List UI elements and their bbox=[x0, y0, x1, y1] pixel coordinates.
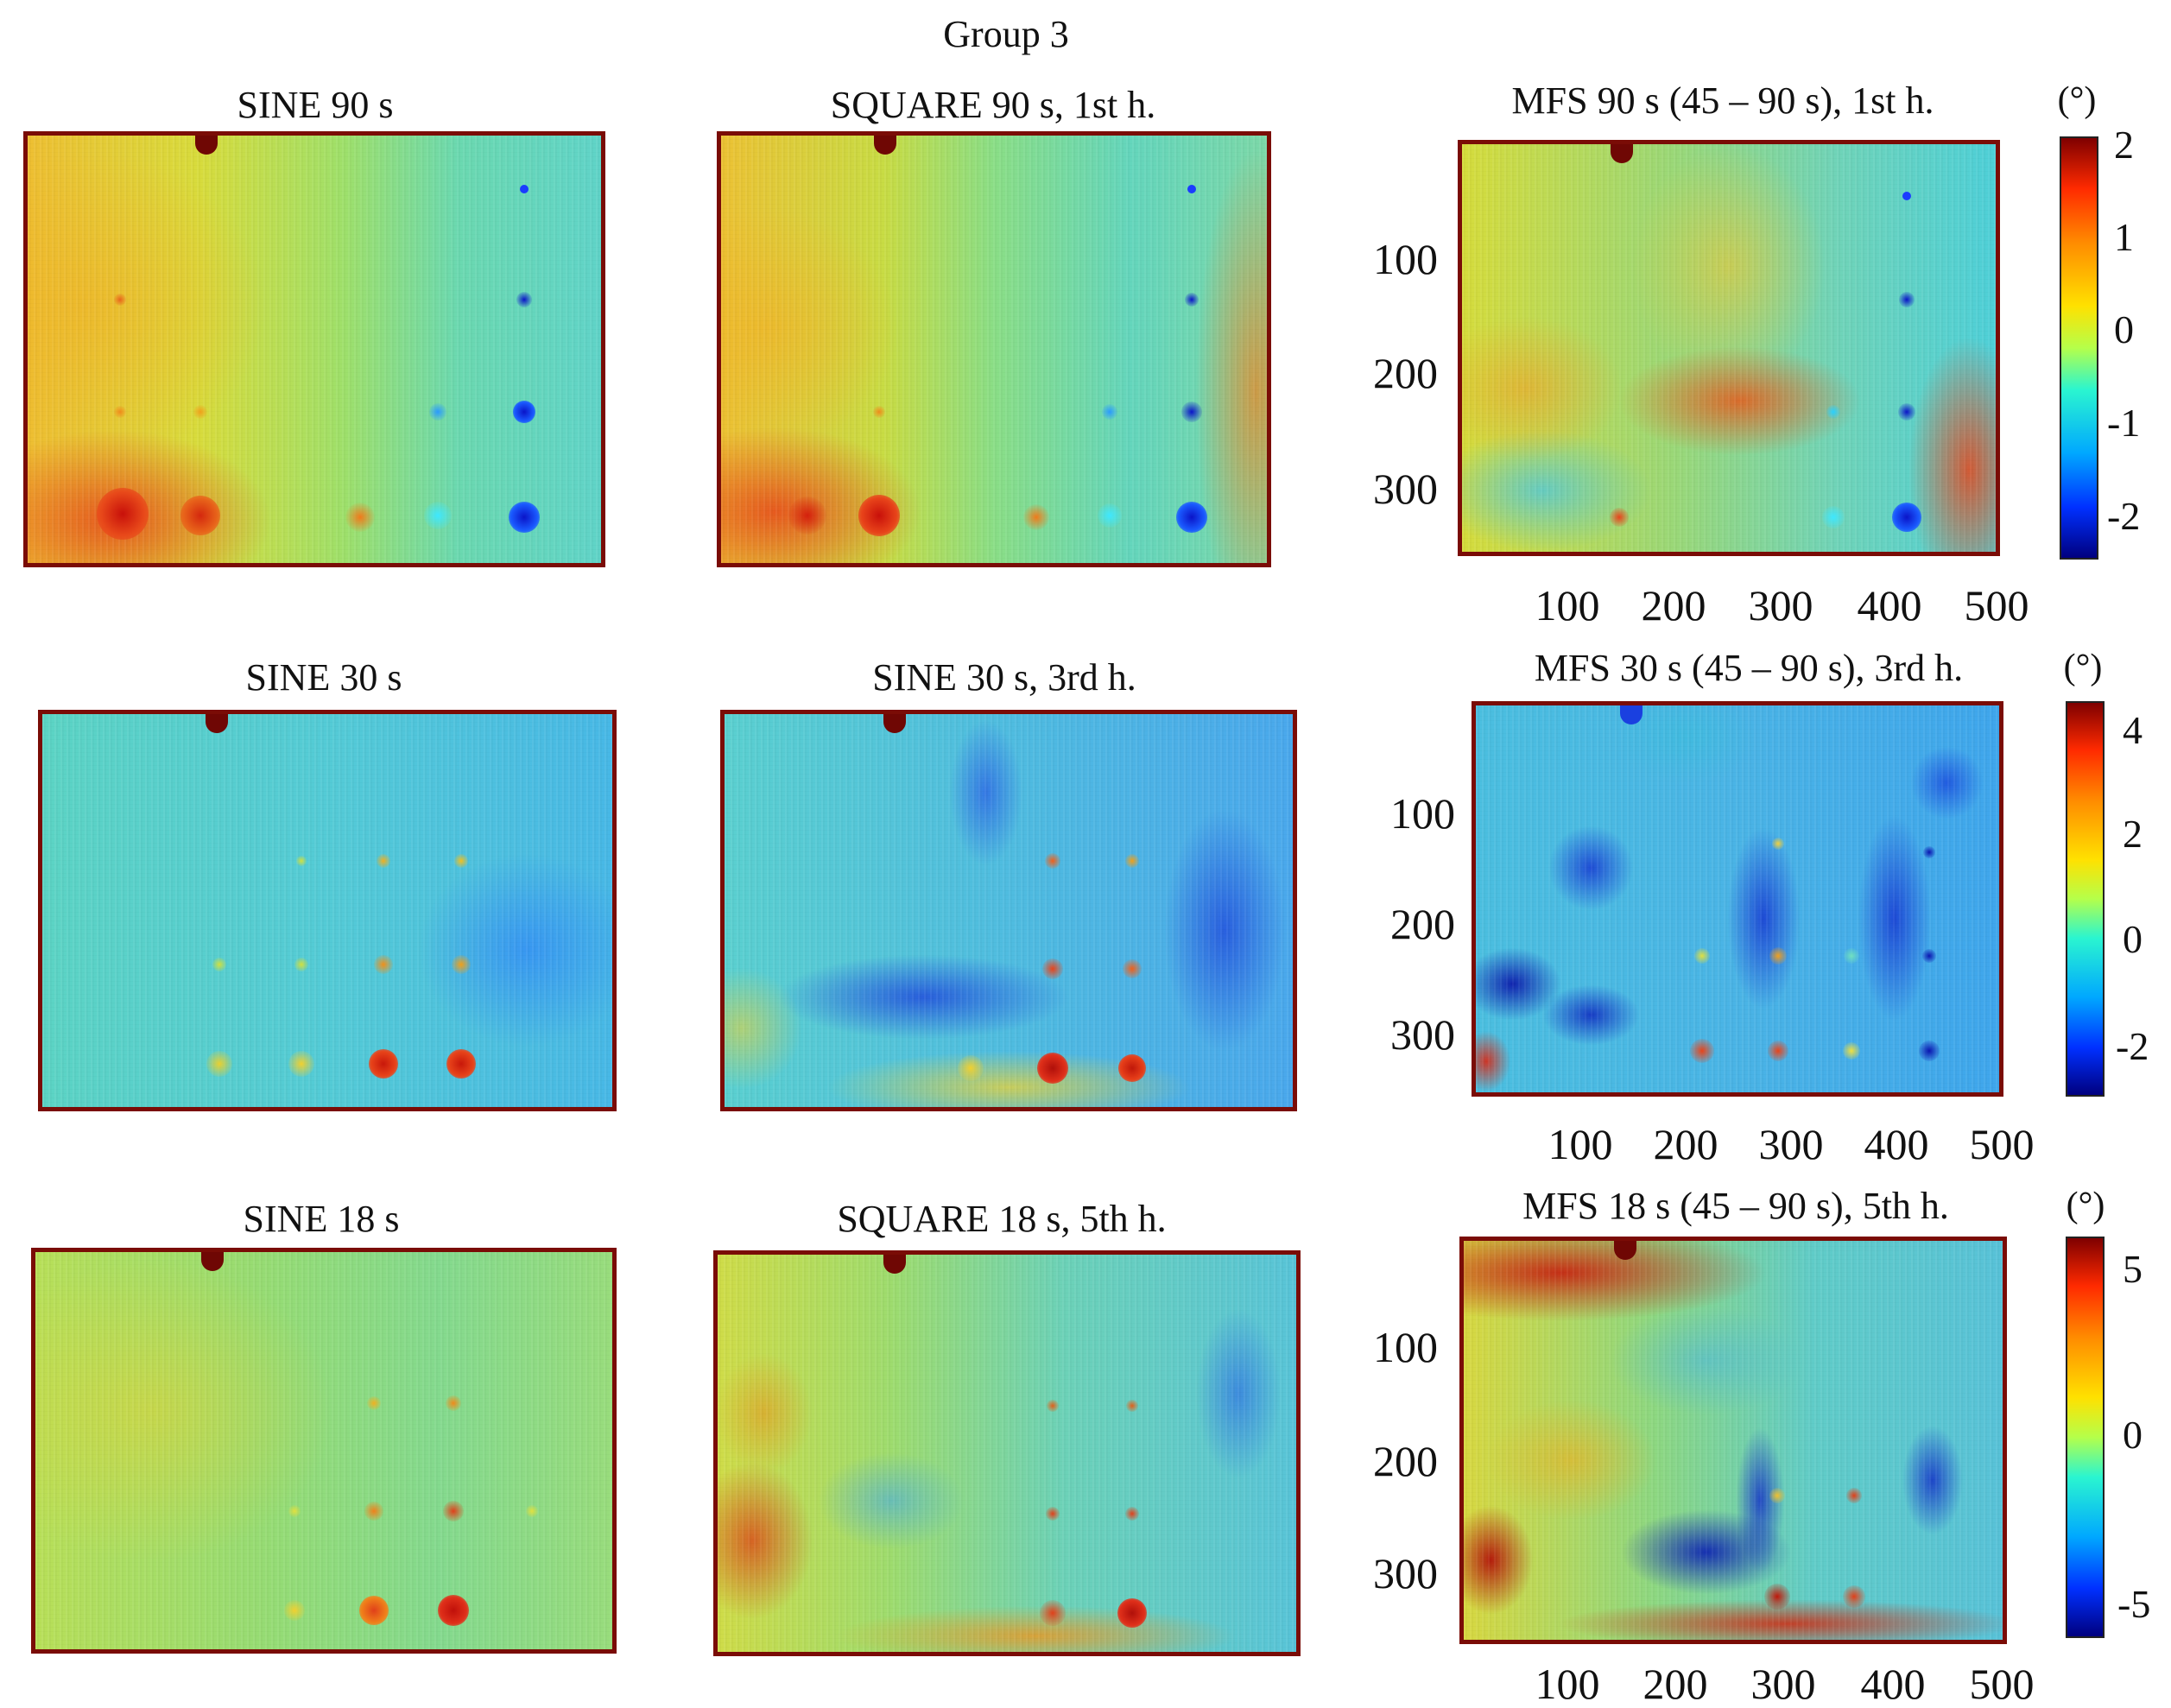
x-tick-r2-100: 100 bbox=[1548, 1120, 1613, 1168]
panel-title-sine-30-3rd: SINE 30 s, 3rd h. bbox=[872, 656, 1136, 699]
colorbar-1-tick-0: 0 bbox=[2114, 307, 2134, 351]
y-tick-r2-300: 300 bbox=[1390, 1010, 1455, 1059]
thermal-map-sine-30 bbox=[38, 710, 617, 1111]
colorbar-2-tick-neg2: -2 bbox=[2116, 1024, 2149, 1068]
thermal-map-sine-90 bbox=[23, 131, 605, 567]
panel-title-square-90: SQUARE 90 s, 1st h. bbox=[830, 84, 1156, 126]
colorbar-2 bbox=[2066, 701, 2105, 1097]
panel-title-mfs-90: MFS 90 s (45 – 90 s), 1st h. bbox=[1511, 79, 1934, 122]
x-tick-r3-100: 100 bbox=[1535, 1660, 1600, 1708]
colorbar-1 bbox=[2060, 136, 2098, 560]
colorbar-3-unit: (°) bbox=[2066, 1186, 2105, 1225]
figure-title: Group 3 bbox=[943, 13, 1069, 55]
y-tick-r3-300: 300 bbox=[1373, 1549, 1438, 1597]
colorbar-3 bbox=[2066, 1237, 2105, 1638]
thermal-map-square-18 bbox=[713, 1250, 1301, 1656]
y-tick-r1-300: 300 bbox=[1373, 465, 1438, 513]
colorbar-1-unit: (°) bbox=[2057, 80, 2097, 120]
thermal-map-mfs-90 bbox=[1458, 140, 2000, 556]
colorbar-2-unit: (°) bbox=[2063, 648, 2103, 687]
y-tick-r2-200: 200 bbox=[1390, 900, 1455, 948]
y-tick-r3-200: 200 bbox=[1373, 1437, 1438, 1485]
panel-title-sine-30: SINE 30 s bbox=[245, 656, 402, 699]
colorbar-2-tick-0: 0 bbox=[2123, 917, 2143, 961]
x-tick-r1-200: 200 bbox=[1641, 581, 1706, 629]
colorbar-1-tick-1: 1 bbox=[2114, 215, 2134, 259]
x-tick-r3-400: 400 bbox=[1860, 1660, 1926, 1708]
y-tick-r2-100: 100 bbox=[1390, 789, 1455, 838]
x-tick-r3-200: 200 bbox=[1642, 1660, 1708, 1708]
panel-title-sine-90: SINE 90 s bbox=[237, 84, 394, 126]
x-tick-r1-400: 400 bbox=[1857, 581, 1922, 629]
colorbar-1-tick-neg1: -1 bbox=[2107, 401, 2141, 445]
y-tick-r3-100: 100 bbox=[1373, 1323, 1438, 1371]
x-tick-r2-200: 200 bbox=[1653, 1120, 1718, 1168]
panel-title-sine-18: SINE 18 s bbox=[243, 1198, 400, 1240]
thermal-map-sine-18 bbox=[31, 1248, 617, 1654]
y-tick-r1-200: 200 bbox=[1373, 349, 1438, 397]
colorbar-1-tick-2: 2 bbox=[2114, 123, 2134, 167]
panel-title-mfs-30: MFS 30 s (45 – 90 s), 3rd h. bbox=[1534, 647, 1964, 689]
panel-title-mfs-18: MFS 18 s (45 – 90 s), 5th h. bbox=[1522, 1185, 1949, 1227]
colorbar-3-tick-5: 5 bbox=[2123, 1247, 2143, 1291]
x-tick-r3-300: 300 bbox=[1750, 1660, 1816, 1708]
colorbar-2-tick-2: 2 bbox=[2123, 812, 2143, 856]
x-tick-r3-500: 500 bbox=[1969, 1660, 2035, 1708]
x-tick-r1-300: 300 bbox=[1748, 581, 1813, 629]
thermal-map-mfs-30 bbox=[1472, 701, 2003, 1097]
colorbar-2-tick-4: 4 bbox=[2123, 708, 2143, 752]
colorbar-3-tick-0: 0 bbox=[2123, 1413, 2143, 1457]
thermal-map-mfs-18 bbox=[1459, 1237, 2007, 1644]
thermal-map-square-90 bbox=[717, 131, 1271, 567]
x-tick-r1-100: 100 bbox=[1535, 581, 1600, 629]
x-tick-r1-500: 500 bbox=[1964, 581, 2029, 629]
panel-title-square-18: SQUARE 18 s, 5th h. bbox=[837, 1198, 1167, 1240]
x-tick-r2-400: 400 bbox=[1864, 1120, 1929, 1168]
x-tick-r2-300: 300 bbox=[1758, 1120, 1824, 1168]
thermal-map-sine-30-3rd bbox=[720, 710, 1297, 1111]
y-tick-r1-100: 100 bbox=[1373, 235, 1438, 283]
colorbar-3-tick-neg5: -5 bbox=[2117, 1582, 2151, 1626]
colorbar-1-tick-neg2: -2 bbox=[2107, 494, 2141, 538]
x-tick-r2-500: 500 bbox=[1969, 1120, 2035, 1168]
